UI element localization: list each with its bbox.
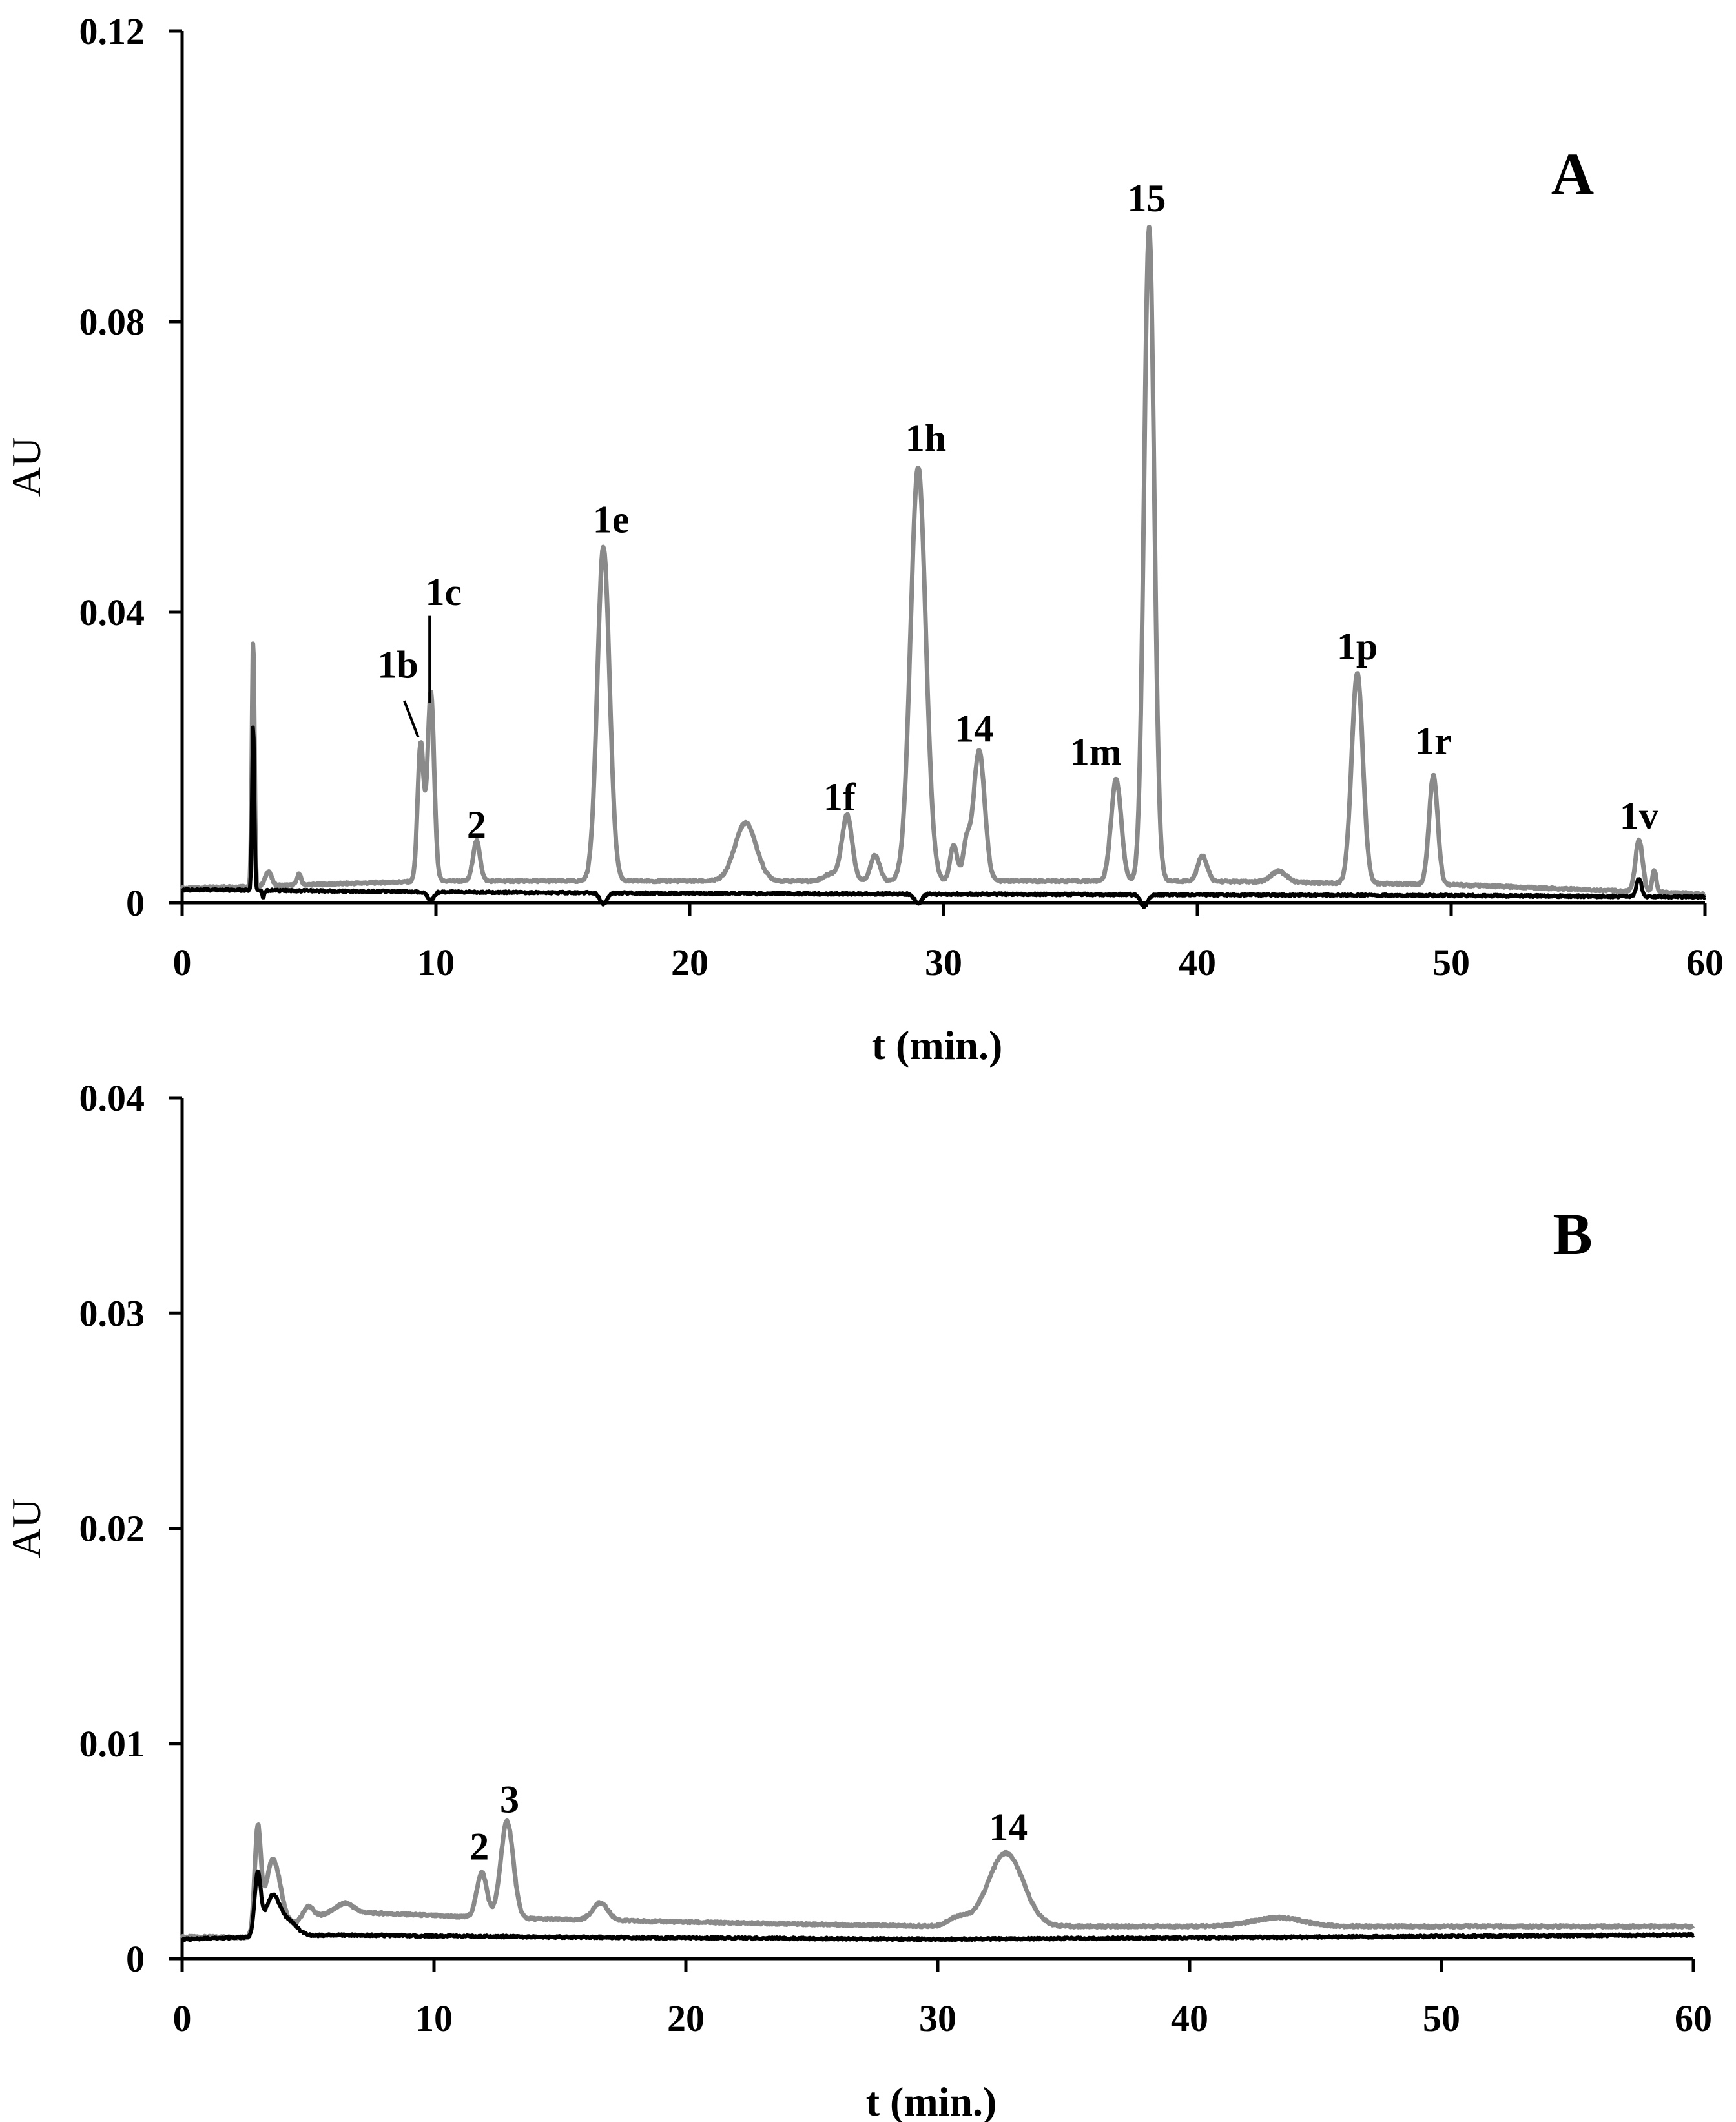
y-tick-label: 0.02: [79, 1508, 145, 1550]
x-tick-label: 50: [1432, 942, 1470, 984]
peak-label: 14: [955, 707, 993, 750]
panel-letter: B: [1553, 1201, 1592, 1267]
peak-label: 1r: [1415, 719, 1452, 762]
x-tick-label: 40: [1179, 942, 1216, 984]
chart-panel-b: 0 10 20 30 40 50 60 0 0.01 0.02 0.03 0.04 t (min.) AU…: [3, 1077, 1712, 2122]
peak-label: 15: [1127, 177, 1166, 220]
peak-label: 2: [467, 803, 486, 846]
series-line-black: [181, 725, 1707, 909]
peak-label: 1p: [1337, 625, 1378, 668]
x-axis-title: t (min.): [866, 2079, 997, 2122]
leader-line-1b: [403, 700, 420, 738]
y-tick-label: 0.04: [79, 592, 145, 634]
x-tick-label: 0: [173, 1997, 192, 2039]
x-tick-label: 10: [415, 1997, 453, 2039]
series-line-grey: [180, 1818, 1695, 1941]
x-tick-label: 60: [1675, 1997, 1712, 2039]
y-tick-label: 0: [126, 1938, 145, 1980]
x-tick-label: 10: [417, 942, 455, 984]
y-tick-label: 0: [126, 882, 145, 924]
peak-label: 1v: [1620, 794, 1658, 837]
peak-label: 1b: [377, 643, 418, 686]
x-tick-label: 40: [1171, 1997, 1208, 2039]
x-tick-label: 20: [667, 1997, 705, 2039]
y-tick-label: 0.08: [79, 301, 145, 343]
peak-label: 1f: [823, 776, 856, 818]
x-tick-label: 0: [173, 942, 192, 984]
x-tick-label: 30: [925, 942, 962, 984]
peak-label: 3: [500, 1778, 519, 1820]
x-tick-label: 30: [919, 1997, 956, 2039]
peak-label: 14: [989, 1806, 1028, 1849]
peak-label: 1e: [593, 498, 630, 541]
y-tick-label: 0.01: [79, 1723, 145, 1765]
peak-label: 1c: [425, 571, 462, 613]
x-tick-label: 20: [671, 942, 708, 984]
peak-label: 1m: [1070, 730, 1122, 773]
peak-label: 2: [470, 1826, 489, 1868]
x-tick-label: 60: [1686, 942, 1724, 984]
y-axis-title: AU: [3, 437, 49, 497]
y-tick-label: 0.12: [79, 10, 145, 52]
panel-letter: A: [1551, 141, 1594, 207]
series-line-black: [181, 1869, 1695, 1942]
y-axis-title: AU: [3, 1498, 49, 1558]
series-line-grey: [180, 225, 1707, 898]
x-axis-title: t (min.): [872, 1022, 1003, 1068]
y-tick-label: 0.04: [79, 1077, 145, 1119]
y-tick-label: 0.03: [79, 1292, 145, 1334]
x-tick-label: 50: [1423, 1997, 1460, 2039]
peak-label: 1h: [905, 417, 946, 459]
